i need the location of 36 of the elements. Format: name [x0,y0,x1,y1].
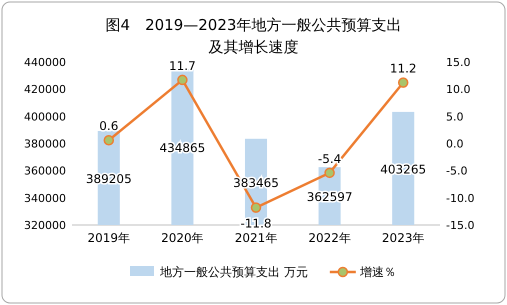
y2-tick-label: -15.0 [446,219,474,232]
data-label: -5.4 [318,152,342,166]
point [177,74,188,86]
point [250,202,262,213]
y2-tick-label: 15.0 [446,56,470,69]
y2-tick-label: 10.0 [446,83,470,96]
y-tick-label: 340000 [24,192,66,205]
point [398,77,408,88]
x-tick-label: 2020年 [161,231,204,245]
chart-title: 图4 2019—2023年地方一般公共预算支出及其增长速度 [106,16,402,56]
y2-tick-label: -5.0 [446,164,468,178]
data-label: 434865 [159,140,206,155]
data-label: 403265 [380,162,426,176]
y-tick-label: 440000 [24,56,66,69]
y-tick-label: 380000 [24,138,66,150]
data-label: 362597 [306,190,353,204]
x-tick-label: 2019年 [88,231,130,245]
x-tick-label: 2022年 [308,231,351,245]
legend-label: 增速％ [358,265,396,279]
data-label: 389205 [86,172,132,186]
y2-tick-label: 5.0 [446,110,464,124]
data-label: 0.6 [99,119,118,134]
data-label: -11.8 [240,216,272,231]
data-label: 11.7 [169,58,196,73]
y-tick-label: 400000 [24,110,66,124]
x-tick-label: 2023年 [382,231,424,245]
legend-label: 地方一般公共预算支出 万元 [159,265,308,279]
y2-tick-label: -10.0 [446,192,474,205]
y-tick-label: 320000 [24,219,66,232]
y2-tick-label: 0.0 [446,138,464,150]
x-tick-label: 2021年 [234,231,278,245]
point [104,134,114,146]
y-tick-label: 420000 [24,83,66,96]
data-label: 11.2 [390,62,417,76]
y-tick-label: 360000 [24,164,66,178]
point [324,168,335,178]
